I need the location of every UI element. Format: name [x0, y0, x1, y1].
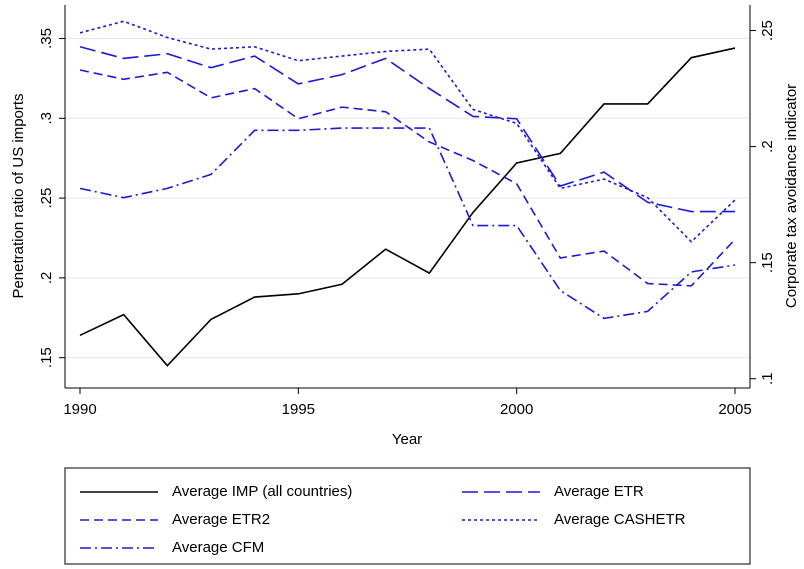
y2-tick-label: .25 — [759, 20, 776, 41]
legend-box — [64, 467, 751, 565]
line-series — [79, 127, 736, 320]
y-tick-label: .15 — [38, 347, 55, 368]
x-tick-label: 1995 — [282, 401, 315, 418]
y-tick-label: .25 — [38, 188, 55, 209]
x-tick-label: 1990 — [63, 401, 96, 418]
legend-label: Average CASHETR — [554, 511, 686, 528]
x-axis-title: Year — [392, 431, 422, 448]
line-series — [79, 69, 736, 287]
legend-label: Average ETR2 — [172, 511, 270, 528]
y2-tick-label: .1 — [759, 372, 776, 385]
y-tick-label: .3 — [38, 112, 55, 125]
x-tick-label: 2000 — [500, 401, 533, 418]
legend-label: Average ETR — [554, 483, 644, 500]
line-series — [79, 47, 736, 367]
line-series — [79, 46, 735, 213]
legend-label: Average CFM — [172, 539, 264, 556]
line-series — [79, 20, 736, 243]
y2-tick-label: .2 — [759, 140, 776, 153]
legend-label: Average IMP (all countries) — [172, 483, 352, 500]
y-tick-label: .2 — [38, 272, 55, 285]
y-axis-title: Penetration ratio of US imports — [10, 93, 27, 298]
y2-tick-label: .15 — [759, 252, 776, 273]
x-tick-label: 2005 — [718, 401, 751, 418]
y-tick-label: .35 — [38, 28, 55, 49]
y2-axis-title: Corporate tax avoidance indicator — [783, 84, 800, 308]
